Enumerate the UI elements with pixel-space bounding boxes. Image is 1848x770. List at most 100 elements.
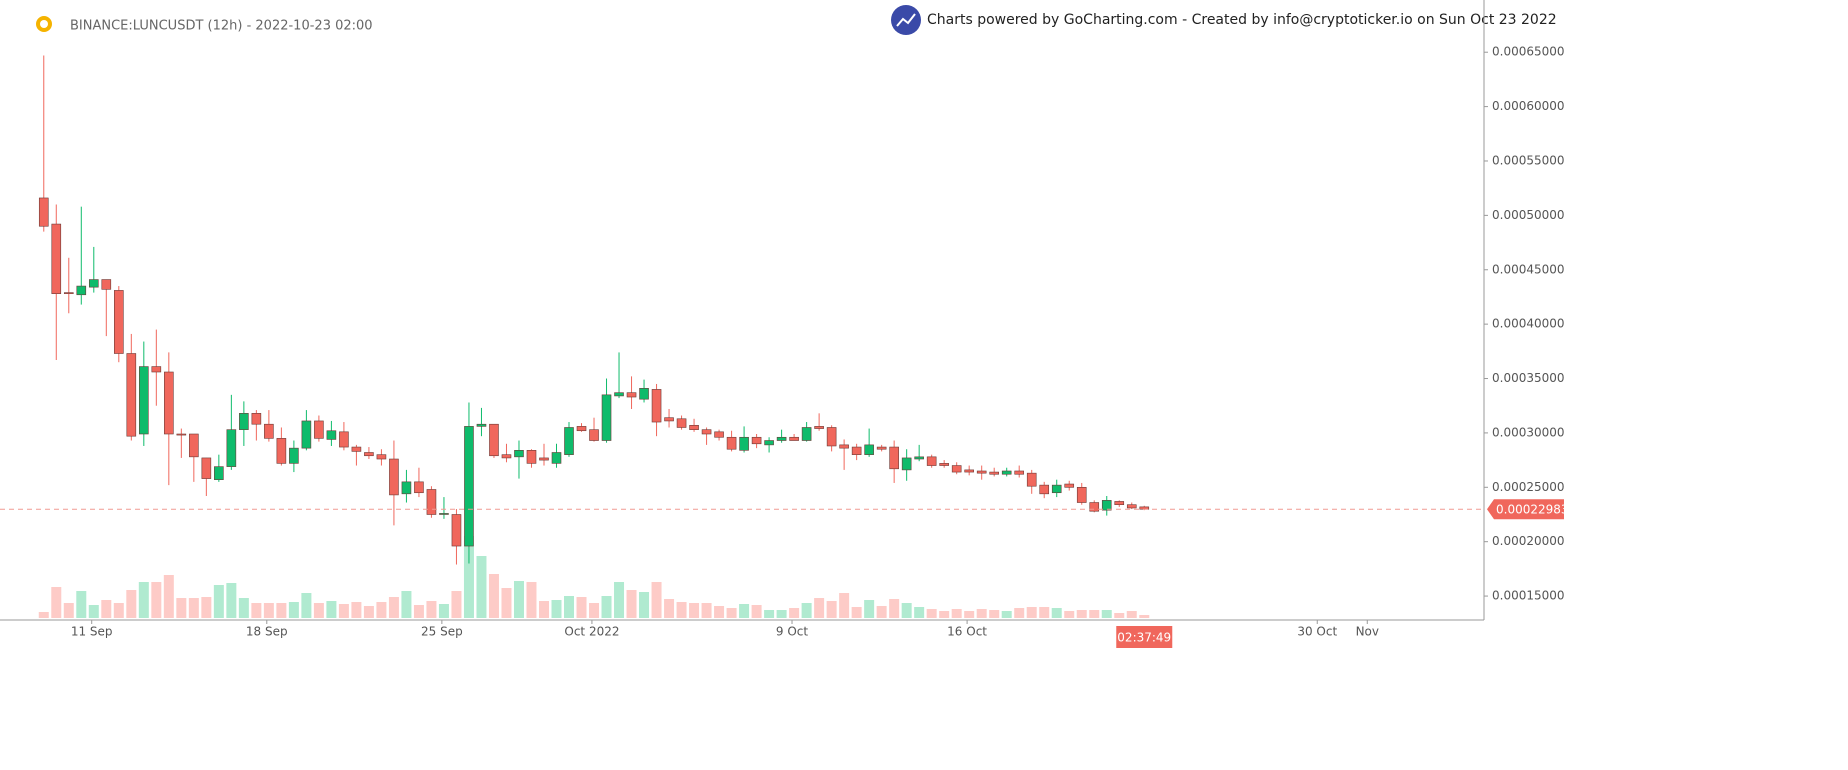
x-tick-label: 11 Sep [71, 625, 113, 639]
candle-body [276, 438, 287, 464]
volume-bar [426, 601, 437, 618]
candle-body [88, 279, 99, 288]
volume-bar [1114, 613, 1125, 618]
volume-bar [914, 607, 925, 618]
x-tick-label: 25 Sep [421, 625, 463, 639]
candle-body [876, 446, 887, 450]
volume-bar [1064, 611, 1075, 618]
volume-bar [1101, 610, 1112, 618]
volume-bar [1076, 610, 1087, 618]
volume-bar [801, 603, 812, 618]
volume-bar [876, 606, 887, 618]
volume-bar [864, 600, 875, 618]
candle-body [476, 423, 487, 427]
y-tick-label: 0.00025000 [1492, 480, 1565, 494]
candle-body [664, 417, 674, 422]
volume-bar [576, 597, 587, 618]
candle-body [264, 423, 274, 439]
candle-body [38, 197, 49, 227]
candle-body [839, 444, 849, 449]
y-tick-label: 0.00015000 [1492, 589, 1565, 603]
candle-body [201, 457, 212, 479]
candle-body [76, 285, 87, 296]
candle-body [1064, 483, 1075, 488]
candle-body [889, 446, 899, 470]
candle-body [364, 452, 374, 457]
candle-body [939, 463, 949, 466]
x-tick-label: Nov [1356, 625, 1379, 639]
last-price-tag [1487, 499, 1564, 520]
candle-body [414, 481, 424, 494]
x-tick-label: 9 Oct [776, 625, 808, 639]
candle-body [339, 431, 349, 448]
y-tick-label: 0.00040000 [1492, 317, 1565, 331]
volume-bar [714, 606, 725, 618]
volume-bar [689, 603, 700, 618]
volume-bar [564, 596, 575, 618]
volume-bar [889, 599, 900, 618]
volume-bar [751, 605, 762, 618]
candle-body [426, 489, 437, 515]
volume-bar [739, 604, 750, 618]
candle-body [989, 471, 999, 475]
candle-body [914, 456, 924, 460]
brand-logo [891, 5, 921, 35]
volume-bar [188, 598, 199, 618]
candle-body [539, 457, 549, 461]
volume-bar [614, 582, 625, 618]
volume-bar [1126, 611, 1137, 618]
volume-bar [351, 602, 362, 618]
candle-body [526, 450, 537, 464]
volume-bar [338, 604, 349, 618]
candle-body [926, 456, 937, 466]
volume-bar [651, 582, 662, 618]
candle-body [701, 429, 712, 435]
volume-bar [413, 605, 424, 618]
y-tick-label: 0.00065000 [1492, 45, 1565, 59]
volume-bar [363, 606, 374, 618]
candle-body [326, 430, 337, 440]
candle-body [714, 431, 724, 438]
candle-body [226, 429, 237, 467]
volume-bar [38, 612, 49, 618]
volume-bar [989, 610, 1000, 618]
volume-bar [664, 599, 675, 618]
volume-bar [513, 581, 524, 618]
candle-body [451, 514, 462, 547]
volume-bar [176, 598, 187, 618]
y-tick-label: 0.00035000 [1492, 371, 1565, 385]
candle-body [1001, 470, 1012, 475]
volume-bar [488, 574, 499, 618]
candle-body [376, 454, 387, 460]
volume-bar [1014, 608, 1025, 618]
y-tick-label: 0.00055000 [1492, 153, 1565, 167]
volume-bar [639, 592, 650, 618]
y-tick-label: 0.00030000 [1492, 425, 1565, 439]
volume-bar [526, 582, 537, 618]
volume-bar [451, 591, 462, 618]
candle-body [1126, 504, 1137, 509]
candle-body [639, 388, 649, 400]
volume-bar [401, 591, 412, 618]
volume-bar [388, 597, 399, 618]
volume-bar [814, 598, 825, 618]
candle-body [139, 366, 149, 435]
y-tick-label: 0.00020000 [1492, 534, 1565, 548]
candle-body [1026, 472, 1037, 487]
candle-body [764, 440, 774, 446]
volume-layer [38, 536, 1150, 618]
volume-bar [551, 600, 562, 618]
volume-bar [839, 593, 850, 618]
volume-bar [326, 601, 337, 618]
volume-bar [138, 582, 149, 618]
candle-body [901, 457, 912, 471]
volume-bar [263, 603, 274, 618]
candle-body [726, 436, 737, 450]
candle-body [739, 436, 749, 451]
volume-bar [701, 603, 712, 618]
candle-body [751, 436, 762, 445]
volume-bar [376, 602, 387, 618]
candle-body [676, 418, 687, 428]
candle-body [1089, 502, 1100, 512]
